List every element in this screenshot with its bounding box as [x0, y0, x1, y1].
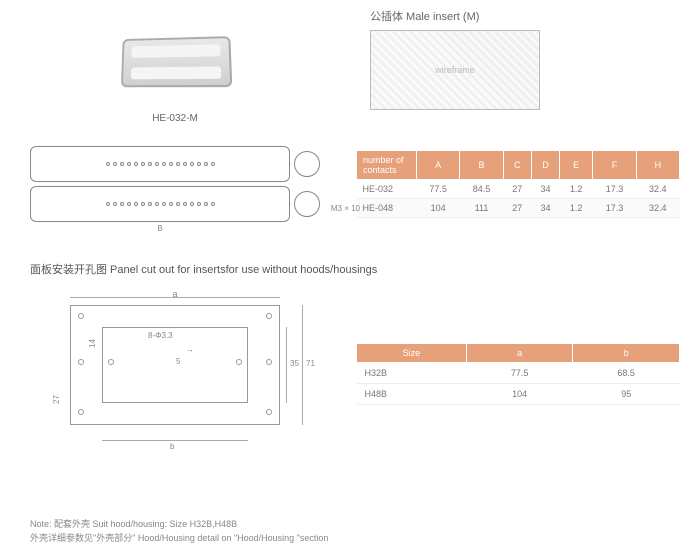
dim-35: 35 [290, 359, 299, 368]
th-b: B [460, 151, 503, 180]
table-row: HE-03277.584.527341.217.332.4 [357, 180, 680, 199]
size-table: Size a b H32B77.568.5 H48B10495 [356, 343, 680, 405]
dim-m3-label: M3 × 10 [331, 204, 360, 213]
notes-block: Note: 配套外壳 Suit hood/housing: Size H32B,… [30, 518, 328, 545]
dim-71: 71 [306, 359, 315, 368]
dim-27: 27 [52, 395, 61, 404]
male-insert-drawing: wireframe [370, 30, 540, 110]
dim-14: 14 [88, 339, 97, 348]
hole-spec: 8-Φ3.3 [148, 331, 173, 340]
th-d: D [531, 151, 559, 180]
th-sb: b [573, 344, 680, 363]
th-a: A [417, 151, 460, 180]
panel-cutout-drawing: a 8-Φ3.3 → 5 14 35 71 27 b [50, 287, 300, 447]
panel-section-title: 面板安装开孔图 Panel cut out for insertsfor use… [0, 255, 700, 283]
male-insert-title: 公插体 Male insert (M) [370, 8, 680, 24]
th-f: F [593, 151, 636, 180]
th-size: Size [357, 344, 467, 363]
table-row: H32B77.568.5 [357, 363, 680, 384]
dim-b-panel: b [170, 442, 174, 451]
connector-photo [110, 17, 240, 107]
product-label: HE-032-M [152, 113, 198, 124]
dimension-drawing: B M3 × 10 [0, 140, 350, 255]
dim-b-label: B [157, 224, 162, 233]
dim-5: 5 [176, 357, 180, 366]
table-row: HE-04810411127341.217.332.4 [357, 199, 680, 218]
product-image-left: HE-032-M [0, 0, 350, 140]
th-contacts: number of contacts [357, 151, 417, 180]
table-row: H48B10495 [357, 384, 680, 405]
th-h: H [636, 151, 679, 180]
note-line-2: 外壳详细参数见"外壳部分" Hood/Housing detail on "Ho… [30, 532, 328, 546]
th-sa: a [466, 344, 573, 363]
th-e: E [560, 151, 593, 180]
note-line-1: Note: 配套外壳 Suit hood/housing: Size H32B,… [30, 518, 328, 532]
th-c: C [503, 151, 531, 180]
dimension-table: number of contacts A B C D E F H HE-0327… [356, 150, 680, 218]
